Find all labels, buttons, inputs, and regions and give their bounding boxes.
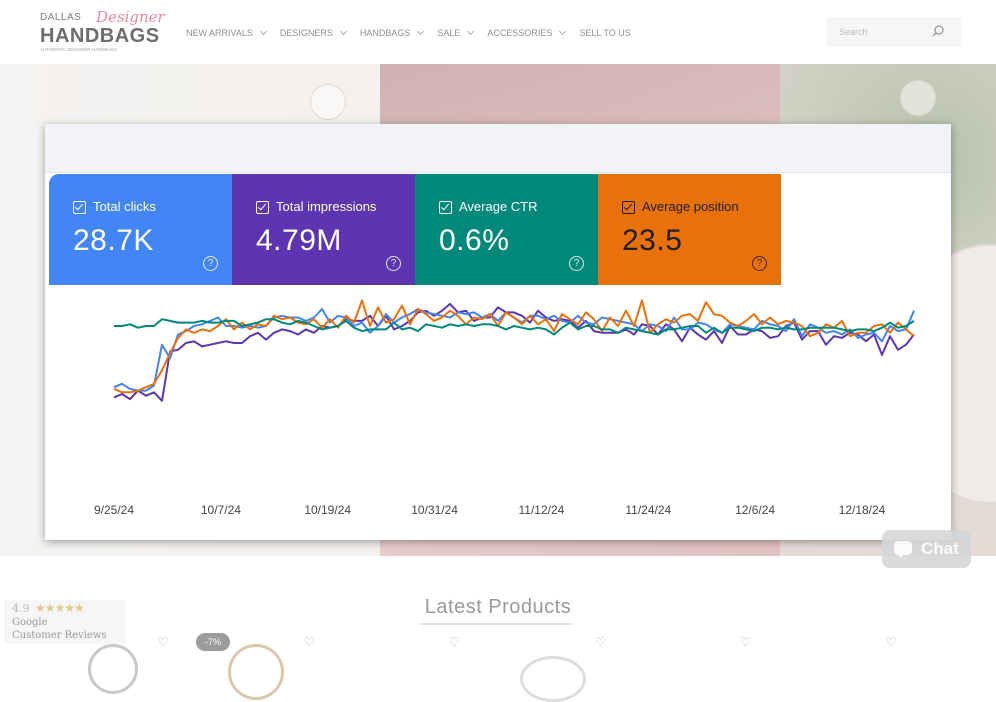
wishlist-heart-icon[interactable]: ♡ (740, 635, 751, 649)
ornament-icon (900, 80, 936, 116)
product-image[interactable] (88, 644, 138, 694)
x-tick-label: 12/6/24 (735, 503, 775, 517)
search-box[interactable]: Search (826, 17, 962, 47)
title-underline (421, 623, 571, 625)
logo-line1: DALLAS (40, 12, 82, 23)
x-tick-label: 10/19/24 (304, 503, 351, 517)
chevron-down-icon (259, 27, 267, 36)
product-image[interactable] (228, 644, 284, 700)
nav-label: SALE (437, 28, 461, 38)
nav-item-designers[interactable]: DESIGNERS (279, 27, 347, 38)
nav-item-handbags[interactable]: HANDBAGS (359, 27, 425, 38)
chat-button[interactable]: Chat (882, 530, 971, 568)
help-icon[interactable]: ? (752, 256, 767, 271)
metric-total-clicks[interactable]: Total clicks 28.7K ? (49, 174, 232, 285)
wishlist-heart-icon[interactable]: ♡ (886, 635, 897, 649)
chat-bubble-icon (894, 541, 912, 558)
x-tick-label: 11/12/24 (518, 503, 564, 517)
x-tick-label: 9/25/24 (94, 503, 134, 517)
google-reviews-badge[interactable]: 4.9 ★★★★★ Google Customer Reviews (4, 600, 126, 644)
metric-value: 28.7K (73, 224, 154, 257)
nav-label: HANDBAGS (359, 28, 411, 38)
site-logo[interactable]: DALLAS Designer HANDBAGS AUTHENTIC DESIG… (40, 8, 165, 54)
metric-average-position[interactable]: Average position 23.5 ? (598, 174, 781, 285)
x-tick-label: 12/18/24 (839, 503, 886, 517)
latest-products-title: Latest Products (424, 596, 572, 618)
series-line-average-ctr (114, 318, 915, 336)
performance-card: Total clicks 28.7K ? Total impressions 4… (45, 124, 951, 540)
main-nav: NEW ARRIVALS DESIGNERS HANDBAGS SALE ACC… (186, 27, 645, 38)
chat-label: Chat (921, 539, 959, 558)
metric-value: 23.5 (622, 224, 683, 257)
chevron-down-icon (467, 27, 475, 36)
ornament-icon (310, 84, 346, 120)
x-tick-label: 11/24/24 (625, 503, 671, 517)
series-line-average-position (113, 299, 915, 394)
x-tick-label: 10/7/24 (201, 503, 241, 517)
nav-label: DESIGNERS (279, 28, 333, 38)
metric-label: Average position (642, 199, 739, 214)
metric-label: Average CTR (459, 199, 538, 214)
metric-total-impressions[interactable]: Total impressions 4.79M ? (232, 174, 415, 285)
review-stars: ★★★★★ (35, 601, 85, 615)
nav-label: SELL TO US (579, 28, 631, 38)
help-icon[interactable]: ? (569, 256, 584, 271)
metric-value: 4.79M (256, 224, 342, 257)
x-tick-label: 10/31/24 (411, 503, 458, 517)
nav-label: NEW ARRIVALS (186, 28, 253, 38)
search-icon[interactable] (930, 23, 946, 39)
search-input[interactable]: Search (839, 27, 868, 37)
logo-tagline: AUTHENTIC DESIGNER HANDBAGS (40, 47, 118, 52)
checkbox-icon[interactable] (622, 201, 635, 214)
review-score: 4.9 (12, 602, 30, 615)
wishlist-heart-icon[interactable]: ♡ (304, 635, 315, 649)
nav-item-sell-to-us[interactable]: SELL TO US (579, 28, 630, 38)
help-icon[interactable]: ? (203, 256, 218, 271)
wishlist-heart-icon[interactable]: ♡ (595, 635, 606, 649)
logo-line2: HANDBAGS (40, 25, 160, 47)
nav-item-sale[interactable]: SALE (437, 27, 475, 38)
metric-label: Total impressions (276, 199, 377, 214)
logo-script: Designer (96, 8, 165, 26)
metric-average-ctr[interactable]: Average CTR 0.6% ? (415, 174, 598, 285)
help-icon[interactable]: ? (386, 256, 401, 271)
wishlist-heart-icon[interactable]: ♡ (449, 635, 460, 649)
nav-item-accessories[interactable]: ACCESSORIES (487, 27, 567, 38)
checkbox-icon[interactable] (256, 201, 269, 214)
card-toolbar (45, 124, 951, 173)
discount-badge: -7% (196, 633, 230, 651)
chevron-down-icon (417, 27, 425, 36)
nav-label: ACCESSORIES (487, 28, 553, 38)
chevron-down-icon (339, 27, 347, 36)
nav-item-new-arrivals[interactable]: NEW ARRIVALS (186, 27, 267, 38)
checkbox-icon[interactable] (73, 201, 86, 214)
metric-label: Total clicks (93, 199, 156, 214)
performance-chart: 9/25/24 10/7/24 10/19/24 10/31/24 11/12/24 11… (94, 299, 915, 517)
site-header: DALLAS Designer HANDBAGS AUTHENTIC DESIG… (0, 0, 996, 64)
series-line-total-impressions (113, 302, 915, 402)
wishlist-heart-icon[interactable]: ♡ (158, 635, 169, 649)
product-image[interactable] (520, 656, 586, 702)
metric-value: 0.6% (439, 224, 510, 257)
review-caption: Customer Reviews (12, 630, 107, 641)
checkbox-icon[interactable] (439, 201, 452, 214)
review-source: Google (12, 617, 48, 628)
chevron-down-icon (559, 27, 567, 36)
